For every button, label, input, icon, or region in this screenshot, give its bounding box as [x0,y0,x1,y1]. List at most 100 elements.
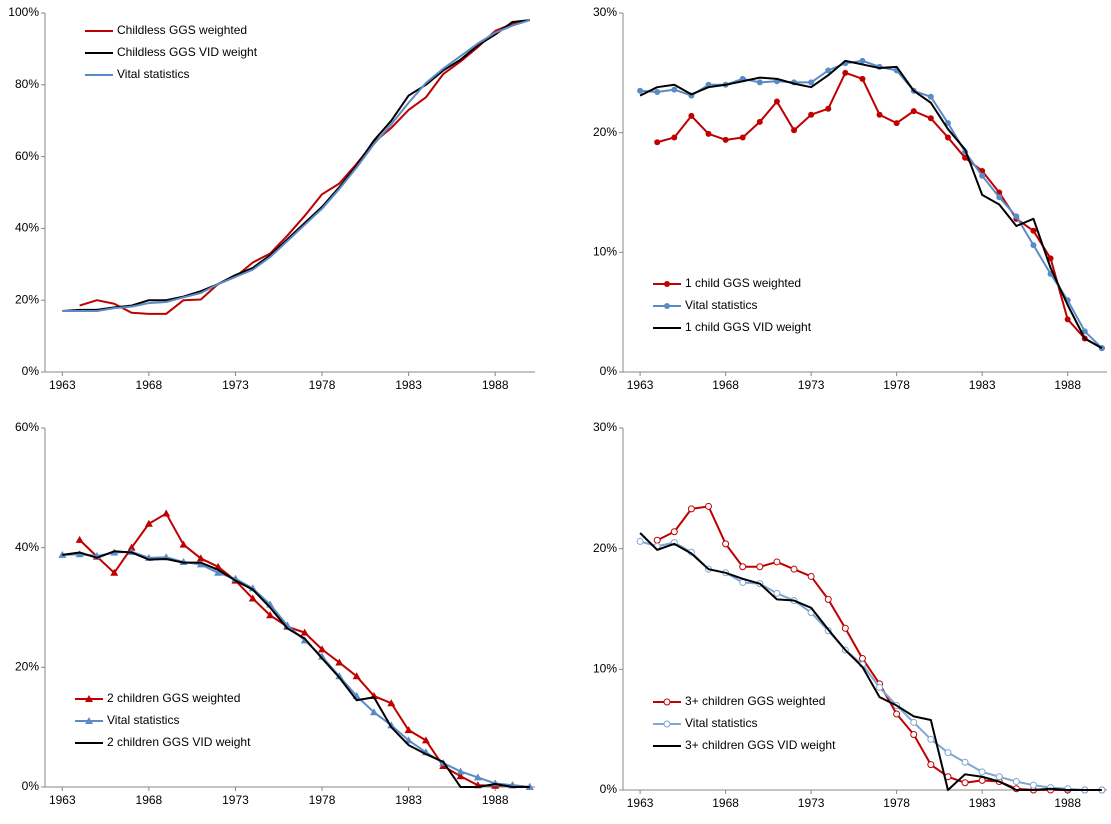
marker [300,628,309,636]
marker [910,730,918,738]
marker [927,761,935,769]
marker [756,79,763,86]
marker [876,683,884,691]
series-line [62,550,530,788]
marker [473,773,482,781]
marker [808,111,815,118]
x-tick-label: 1983 [969,378,996,392]
marker [127,543,136,551]
x-tick-label: 1978 [309,793,336,807]
marker [654,139,661,146]
marker [663,698,671,706]
marker [653,536,661,544]
marker [859,75,866,82]
marker [773,558,781,566]
panel: 0% 20% 40% 60% 80% 100% 1963 1968 1973 1978 1983 19… [8,5,535,392]
panel: 0% 10% 20% 30% 1963 1968 1973 1978 1983 1988 3+ ch… [593,420,1107,810]
x-tick-label: 1983 [969,796,996,810]
marker [456,772,465,780]
marker [756,563,764,571]
x-tick-label: 1963 [627,378,654,392]
marker [1029,781,1037,789]
marker [214,568,223,576]
marker [404,736,413,744]
x-tick-label: 1973 [798,796,825,810]
marker [248,594,257,602]
y-tick-label: 20% [15,292,39,306]
series-line [639,59,1103,349]
marker [773,98,780,105]
marker [944,749,952,757]
y-tick-label: 20% [15,660,39,674]
marker [1030,242,1037,249]
x-tick-label: 1978 [883,378,910,392]
marker [910,108,917,115]
x-tick-label: 1988 [482,378,509,392]
x-tick-label: 1968 [136,793,163,807]
marker [352,672,361,680]
marker [196,560,205,568]
marker [671,134,678,141]
marker [369,708,378,716]
y-tick-label: 60% [15,420,39,434]
marker [722,136,729,143]
legend-label: Vital statistics [685,298,757,312]
marker [266,611,275,619]
marker [654,88,661,95]
marker [75,535,84,543]
legend-label: 2 children GGS weighted [107,691,240,705]
y-tick-label: 20% [593,125,617,139]
legend-label: Childless GGS weighted [117,23,247,37]
marker [705,502,713,510]
x-tick-label: 1978 [309,378,336,392]
marker [456,767,465,775]
marker [842,69,849,76]
marker [893,710,901,718]
marker [807,572,815,580]
legend-label: 3+ children GGS VID weight [685,738,836,752]
marker [790,565,798,573]
marker [791,127,798,134]
marker [1030,227,1037,234]
marker [664,281,670,287]
x-tick-label: 1968 [712,796,739,810]
series-line [79,19,531,315]
marker [808,79,815,86]
marker [927,115,934,122]
marker [196,554,205,562]
marker [825,67,832,74]
marker [1064,316,1071,323]
marker [927,93,934,100]
marker [858,654,866,662]
y-tick-label: 10% [593,662,617,676]
marker [995,773,1003,781]
legend-label: 3+ children GGS weighted [685,694,825,708]
x-tick-label: 1988 [482,793,509,807]
series-line [640,59,1103,349]
marker [910,718,918,726]
marker [318,645,327,653]
series-line [639,540,1102,791]
marker [961,758,969,766]
x-tick-label: 1973 [798,378,825,392]
marker [179,540,188,548]
x-tick-label: 1963 [49,378,76,392]
marker [663,720,671,728]
legend-label: 2 children GGS VID weight [107,735,251,749]
marker [893,120,900,127]
marker [144,519,153,527]
marker [637,87,644,94]
legend-label: Vital statistics [107,713,179,727]
panel: 0% 20% 40% 60% 1963 1968 1973 1978 1983 1988 2 chi… [15,420,535,807]
marker [739,563,747,571]
marker [824,595,832,603]
marker [1081,328,1088,335]
y-tick-label: 40% [15,221,39,235]
series-line [62,19,531,312]
marker [421,736,430,744]
y-tick-label: 0% [22,779,40,793]
marker [825,105,832,112]
marker [75,550,84,558]
y-tick-label: 30% [593,5,617,19]
